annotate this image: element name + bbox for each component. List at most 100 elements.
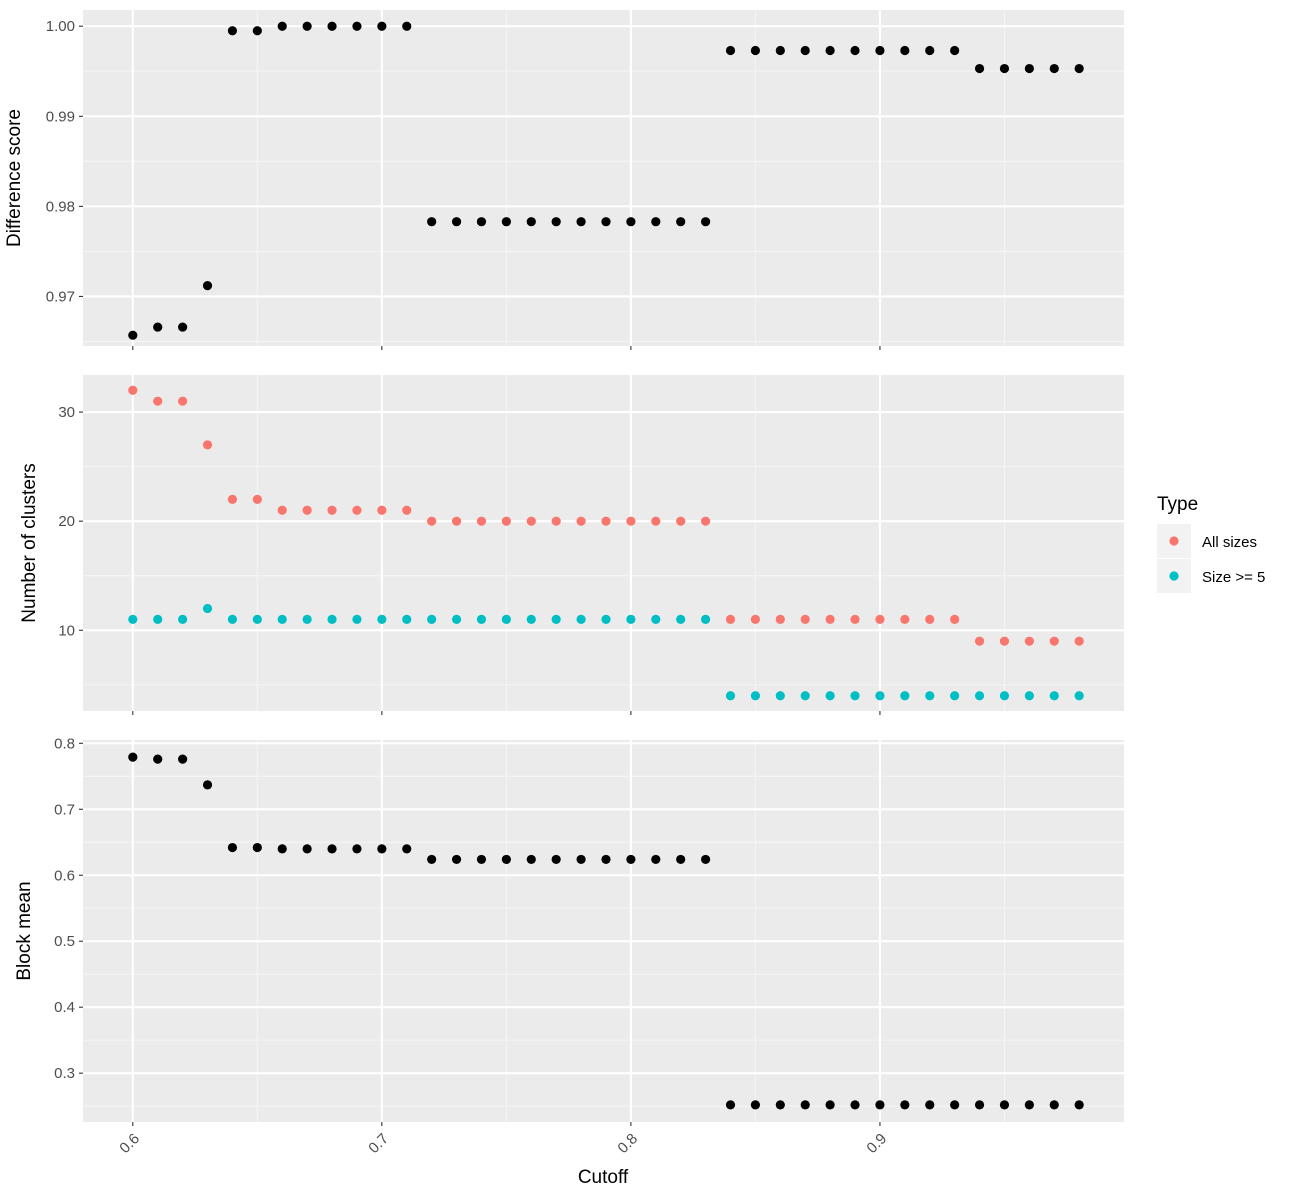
data-point-all-sizes — [327, 505, 337, 515]
data-point-all-sizes — [476, 516, 487, 526]
data-point-series — [1074, 1100, 1084, 1110]
data-point-size-5 — [178, 614, 188, 624]
data-point-all-sizes — [128, 385, 138, 395]
y-tick-label: 20 — [58, 513, 75, 530]
data-point-series — [850, 45, 860, 56]
legend-label-size-ge-5: Size >= 5 — [1202, 569, 1265, 586]
panel-background — [83, 740, 1124, 1122]
data-point-series — [974, 63, 985, 74]
data-point-size-5 — [227, 614, 238, 624]
data-point-all-sizes — [277, 505, 287, 515]
y-axis-title: Block mean — [14, 881, 35, 980]
data-point-series — [725, 1100, 736, 1110]
data-point-series — [1049, 1100, 1059, 1110]
data-point-series — [626, 854, 636, 865]
data-point-series — [352, 844, 362, 854]
y-axis-title: Number of clusters — [19, 463, 40, 622]
data-point-size-5 — [252, 614, 262, 624]
y-tick-label: 0.5 — [54, 933, 75, 950]
data-point-series — [476, 217, 487, 227]
data-point-series — [402, 21, 412, 31]
x-tick-label: 0.9 — [863, 1130, 890, 1157]
y-tick-label: 0.3 — [54, 1065, 75, 1082]
data-point-series — [974, 1100, 985, 1110]
y-tick-label: 0.7 — [54, 801, 75, 818]
data-point-all-sizes — [451, 516, 462, 526]
y-tick-label: 0.98 — [46, 198, 75, 215]
data-point-series — [1049, 63, 1059, 74]
legend-title: Type — [1157, 494, 1198, 515]
data-point-series — [999, 63, 1010, 74]
data-point-all-sizes — [202, 440, 213, 450]
data-point-all-sizes — [427, 516, 437, 526]
data-point-series — [451, 217, 462, 227]
data-point-series — [750, 45, 761, 56]
data-point-series — [701, 854, 711, 865]
data-point-series — [227, 26, 238, 36]
x-tick-label: 0.8 — [614, 1130, 641, 1157]
data-point-size-5 — [999, 691, 1010, 701]
data-point-series — [999, 1100, 1010, 1110]
data-point-series — [925, 1100, 935, 1110]
data-point-series — [501, 854, 511, 865]
data-point-all-sizes — [302, 505, 312, 515]
data-point-size-5 — [974, 691, 985, 701]
data-point-series — [925, 45, 935, 56]
data-point-series — [725, 45, 736, 56]
data-point-series — [701, 217, 711, 227]
data-point-size-5 — [1074, 691, 1084, 701]
data-point-size-5 — [402, 614, 412, 624]
data-point-all-sizes — [1024, 636, 1034, 646]
data-point-all-sizes — [725, 614, 736, 624]
data-point-series — [1074, 63, 1084, 74]
data-point-series — [327, 844, 337, 854]
data-point-all-sizes — [999, 636, 1010, 646]
data-point-series — [377, 21, 387, 31]
data-point-size-5 — [153, 614, 163, 624]
y-tick-label: 1.00 — [46, 18, 75, 35]
data-point-series — [1024, 1100, 1034, 1110]
data-point-all-sizes — [601, 516, 611, 526]
data-point-series — [626, 217, 636, 227]
panels-layer: 0.97 0.98 0.99 1.00 Difference score 10 20 30 Nu… — [4, 10, 1124, 1157]
data-point-all-sizes — [377, 505, 387, 515]
data-point-size-5 — [676, 614, 686, 624]
data-point-series — [427, 217, 437, 227]
data-point-series — [128, 752, 138, 762]
data-point-size-5 — [1049, 691, 1059, 701]
data-point-size-5 — [451, 614, 462, 624]
data-point-series — [950, 1100, 960, 1110]
data-point-series — [950, 45, 960, 56]
data-point-size-5 — [750, 691, 761, 701]
data-point-all-sizes — [701, 516, 711, 526]
panel-middle: 10 20 30 Number of clusters — [19, 375, 1124, 715]
data-point-series — [402, 844, 412, 854]
data-point-size-5 — [501, 614, 511, 624]
data-point-series — [900, 1100, 910, 1110]
data-point-series — [202, 780, 213, 790]
data-point-size-5 — [701, 614, 711, 624]
data-point-size-5 — [202, 603, 213, 614]
data-point-series — [277, 844, 287, 854]
data-point-size-5 — [725, 691, 736, 701]
data-point-all-sizes — [576, 516, 586, 526]
data-point-all-sizes — [551, 516, 561, 526]
data-point-series — [800, 1100, 810, 1110]
data-point-series — [526, 217, 536, 227]
data-point-size-5 — [327, 614, 337, 624]
legend-item-all-sizes: All sizes — [1157, 524, 1257, 558]
data-point-series — [227, 842, 238, 853]
data-point-all-sizes — [352, 505, 362, 515]
data-point-size-5 — [302, 614, 312, 624]
data-point-all-sizes — [825, 614, 835, 624]
data-point-series — [651, 854, 661, 865]
data-point-size-5 — [128, 614, 138, 624]
data-point-series — [850, 1100, 860, 1110]
legend-key-size-ge-5 — [1169, 571, 1179, 581]
y-tick-label: 0.97 — [46, 288, 75, 305]
legend-key-all-sizes — [1169, 536, 1179, 546]
data-point-all-sizes — [227, 494, 238, 504]
data-point-series — [551, 854, 561, 865]
data-point-series — [327, 21, 337, 31]
data-point-series — [551, 217, 561, 227]
